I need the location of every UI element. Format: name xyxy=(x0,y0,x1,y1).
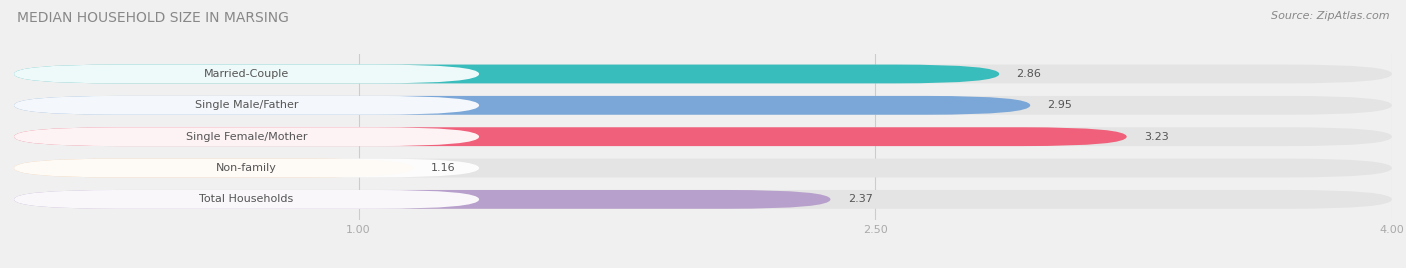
Text: Married-Couple: Married-Couple xyxy=(204,69,290,79)
FancyBboxPatch shape xyxy=(14,65,1392,83)
Text: 1.16: 1.16 xyxy=(430,163,456,173)
FancyBboxPatch shape xyxy=(14,96,1031,115)
FancyBboxPatch shape xyxy=(14,127,1392,146)
Text: Non-family: Non-family xyxy=(217,163,277,173)
FancyBboxPatch shape xyxy=(14,190,1392,209)
Text: 3.23: 3.23 xyxy=(1144,132,1168,142)
Text: Single Male/Father: Single Male/Father xyxy=(195,100,298,110)
FancyBboxPatch shape xyxy=(14,65,479,83)
Text: 2.86: 2.86 xyxy=(1017,69,1042,79)
Text: 2.37: 2.37 xyxy=(848,194,873,204)
FancyBboxPatch shape xyxy=(14,159,1392,177)
Text: MEDIAN HOUSEHOLD SIZE IN MARSING: MEDIAN HOUSEHOLD SIZE IN MARSING xyxy=(17,11,288,25)
FancyBboxPatch shape xyxy=(14,96,479,115)
Text: Single Female/Mother: Single Female/Mother xyxy=(186,132,308,142)
FancyBboxPatch shape xyxy=(14,190,479,209)
FancyBboxPatch shape xyxy=(14,65,1000,83)
Text: 2.95: 2.95 xyxy=(1047,100,1073,110)
FancyBboxPatch shape xyxy=(14,190,831,209)
FancyBboxPatch shape xyxy=(14,127,1126,146)
FancyBboxPatch shape xyxy=(14,96,1392,115)
Text: Source: ZipAtlas.com: Source: ZipAtlas.com xyxy=(1271,11,1389,21)
Text: Total Households: Total Households xyxy=(200,194,294,204)
FancyBboxPatch shape xyxy=(14,159,479,177)
FancyBboxPatch shape xyxy=(14,127,479,146)
FancyBboxPatch shape xyxy=(14,159,413,177)
